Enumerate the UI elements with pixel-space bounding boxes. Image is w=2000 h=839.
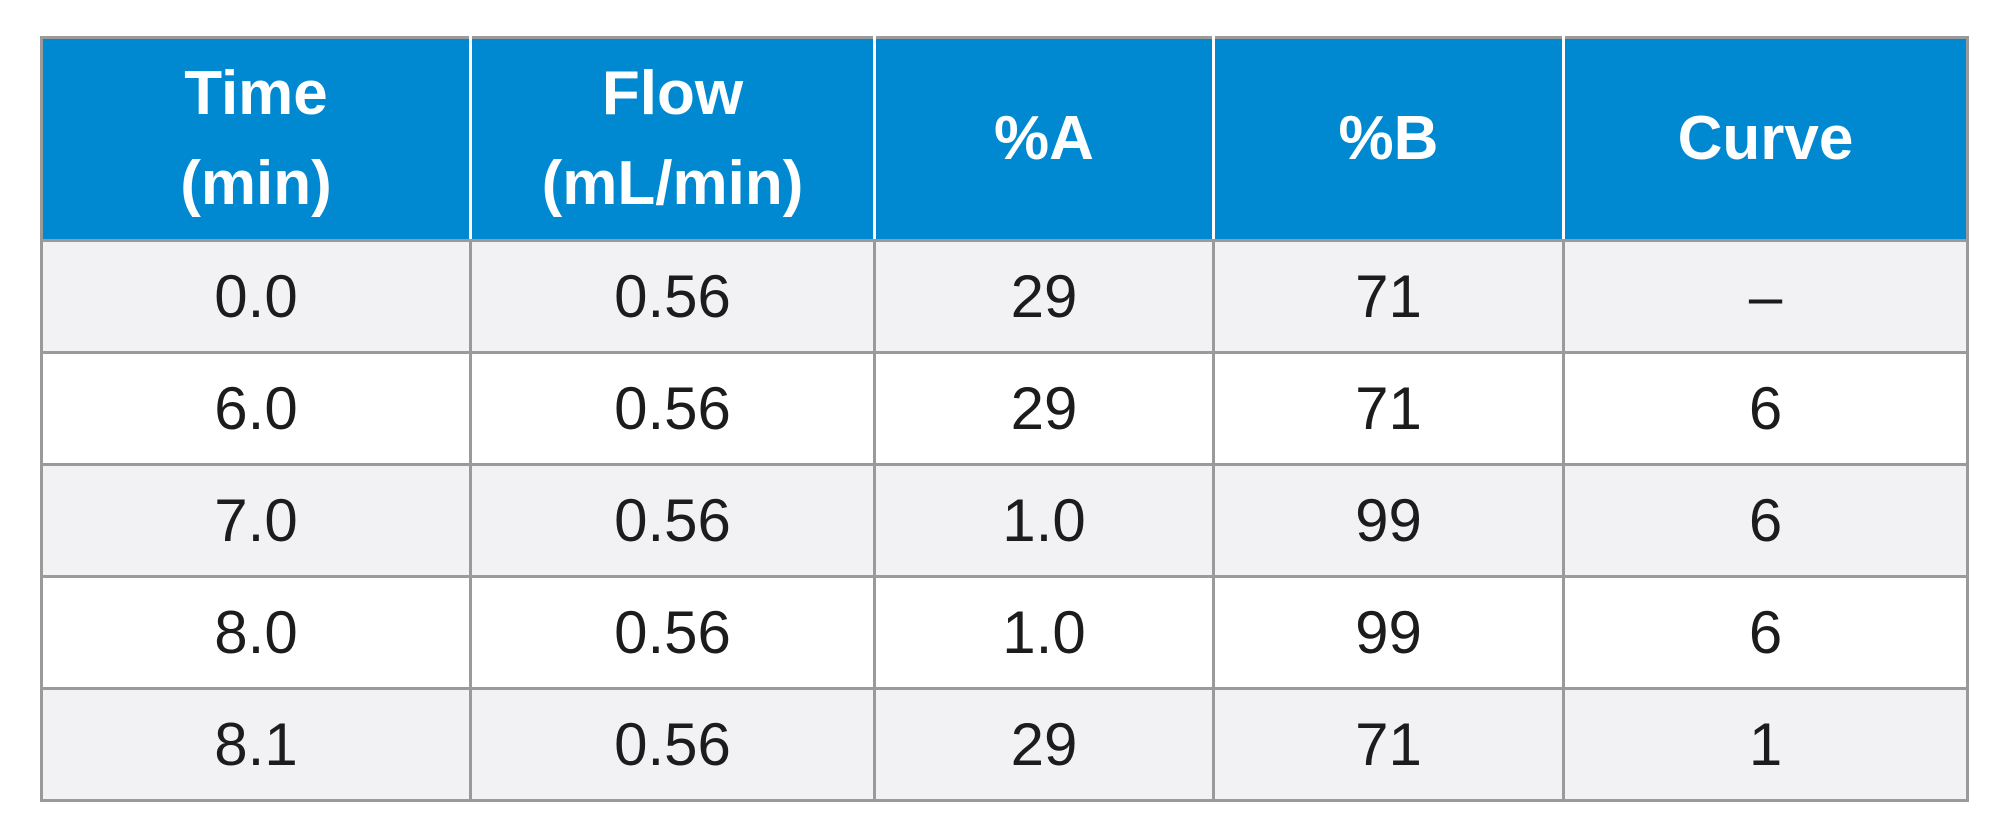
cell-percent-a: 1.0 xyxy=(873,575,1215,690)
cell-flow: 0.56 xyxy=(469,239,876,354)
cell-percent-b: 99 xyxy=(1212,463,1565,578)
cell-percent-b: 71 xyxy=(1212,351,1565,466)
header-time-line2: (min) xyxy=(180,149,332,218)
cell-percent-b: 99 xyxy=(1212,575,1565,690)
cell-curve: 6 xyxy=(1562,575,1969,690)
header-percent-b-label: %B xyxy=(1338,104,1439,173)
cell-flow: 0.56 xyxy=(469,463,876,578)
header-curve-label: Curve xyxy=(1677,104,1854,173)
cell-time: 0.0 xyxy=(40,239,472,354)
cell-percent-b: 71 xyxy=(1212,239,1565,354)
cell-flow: 0.56 xyxy=(469,351,876,466)
gradient-table: Time (min) Flow (mL/min) %A %B Curve xyxy=(40,36,1969,802)
header-curve: Curve xyxy=(1562,36,1969,242)
cell-percent-a: 29 xyxy=(873,239,1215,354)
cell-percent-a: 29 xyxy=(873,687,1215,802)
cell-curve: 6 xyxy=(1562,351,1969,466)
header-percent-a-label: %A xyxy=(994,104,1094,173)
header-flow: Flow (mL/min) xyxy=(469,36,876,242)
table-row: 7.0 0.56 1.0 99 6 xyxy=(40,463,1969,578)
header-time-line1: Time xyxy=(184,59,328,128)
cell-time: 6.0 xyxy=(40,351,472,466)
header-percent-a: %A xyxy=(873,36,1215,242)
header-row: Time (min) Flow (mL/min) %A %B Curve xyxy=(40,36,1969,242)
table-row: 6.0 0.56 29 71 6 xyxy=(40,351,1969,466)
cell-flow: 0.56 xyxy=(469,575,876,690)
gradient-table-container: Time (min) Flow (mL/min) %A %B Curve xyxy=(40,36,1969,802)
table-row: 0.0 0.56 29 71 – xyxy=(40,239,1969,354)
cell-time: 8.0 xyxy=(40,575,472,690)
cell-curve: 6 xyxy=(1562,463,1969,578)
cell-percent-a: 1.0 xyxy=(873,463,1215,578)
header-percent-b: %B xyxy=(1212,36,1565,242)
cell-flow: 0.56 xyxy=(469,687,876,802)
cell-percent-a: 29 xyxy=(873,351,1215,466)
header-time: Time (min) xyxy=(40,36,472,242)
cell-time: 8.1 xyxy=(40,687,472,802)
header-flow-line1: Flow xyxy=(601,59,744,128)
cell-curve: 1 xyxy=(1562,687,1969,802)
header-flow-line2: (mL/min) xyxy=(541,149,804,218)
table-row: 8.1 0.56 29 71 1 xyxy=(40,687,1969,802)
cell-percent-b: 71 xyxy=(1212,687,1565,802)
cell-curve: – xyxy=(1562,239,1969,354)
cell-time: 7.0 xyxy=(40,463,472,578)
table-row: 8.0 0.56 1.0 99 6 xyxy=(40,575,1969,690)
